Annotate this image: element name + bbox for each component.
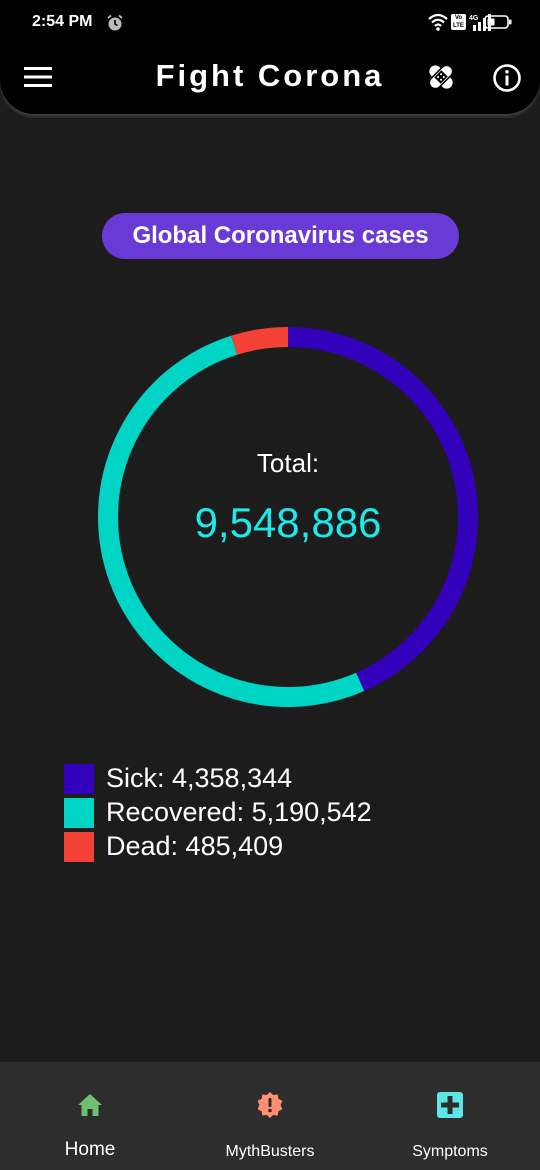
app-bar: Fight Corona [0, 46, 540, 116]
legend-swatch-sick [64, 764, 94, 794]
legend-label-sick: Sick: 4,358,344 [106, 763, 293, 793]
donut-slice-sick [287, 327, 478, 692]
nav-label-mythbusters: MythBusters [225, 1143, 315, 1160]
nav-label-home: Home [64, 1139, 116, 1160]
wifi-icon [428, 13, 448, 31]
medical-plus-icon [437, 1092, 463, 1118]
svg-text:4G: 4G [469, 15, 479, 22]
status-bar: 2:54 PM Vo LTE 4G [0, 0, 540, 46]
total-label: Total: [256, 448, 320, 478]
battery-icon [484, 15, 512, 29]
legend-item-dead: Dead: 485,409 [64, 830, 444, 864]
bandage-icon[interactable] [424, 60, 458, 94]
total-value: 9,548,886 [194, 499, 382, 546]
alert-badge-icon [257, 1092, 283, 1118]
alarm-icon [107, 14, 123, 31]
global-cases-heading: Global Coronavirus cases [102, 213, 459, 259]
home-icon [78, 1094, 102, 1116]
cases-donut-chart [98, 327, 478, 707]
app-title: Fight Corona [155, 58, 385, 93]
nav-mythbusters[interactable]: MythBusters [180, 1062, 360, 1170]
nav-label-symptoms: Symptoms [412, 1143, 488, 1160]
menu-icon[interactable] [24, 66, 52, 88]
legend-swatch-recovered [64, 798, 94, 828]
donut-slice-recovered [98, 335, 365, 707]
nav-home[interactable]: Home [0, 1062, 180, 1170]
bottom-navigation: Home MythBusters Symptoms [0, 1062, 540, 1170]
volte-icon: Vo LTE [451, 14, 466, 30]
donut-slice-dead [231, 327, 289, 355]
legend-label-dead: Dead: 485,409 [106, 831, 284, 861]
nav-symptoms[interactable]: Symptoms [360, 1062, 540, 1170]
legend-swatch-dead [64, 832, 94, 862]
status-time: 2:54 PM [32, 13, 93, 30]
legend-item-recovered: Recovered: 5,190,542 [64, 796, 444, 830]
info-icon[interactable] [492, 63, 522, 93]
chart-legend: Sick: 4,358,344 Recovered: 5,190,542 Dea… [64, 762, 444, 864]
legend-label-recovered: Recovered: 5,190,542 [106, 797, 372, 827]
legend-item-sick: Sick: 4,358,344 [64, 762, 444, 796]
